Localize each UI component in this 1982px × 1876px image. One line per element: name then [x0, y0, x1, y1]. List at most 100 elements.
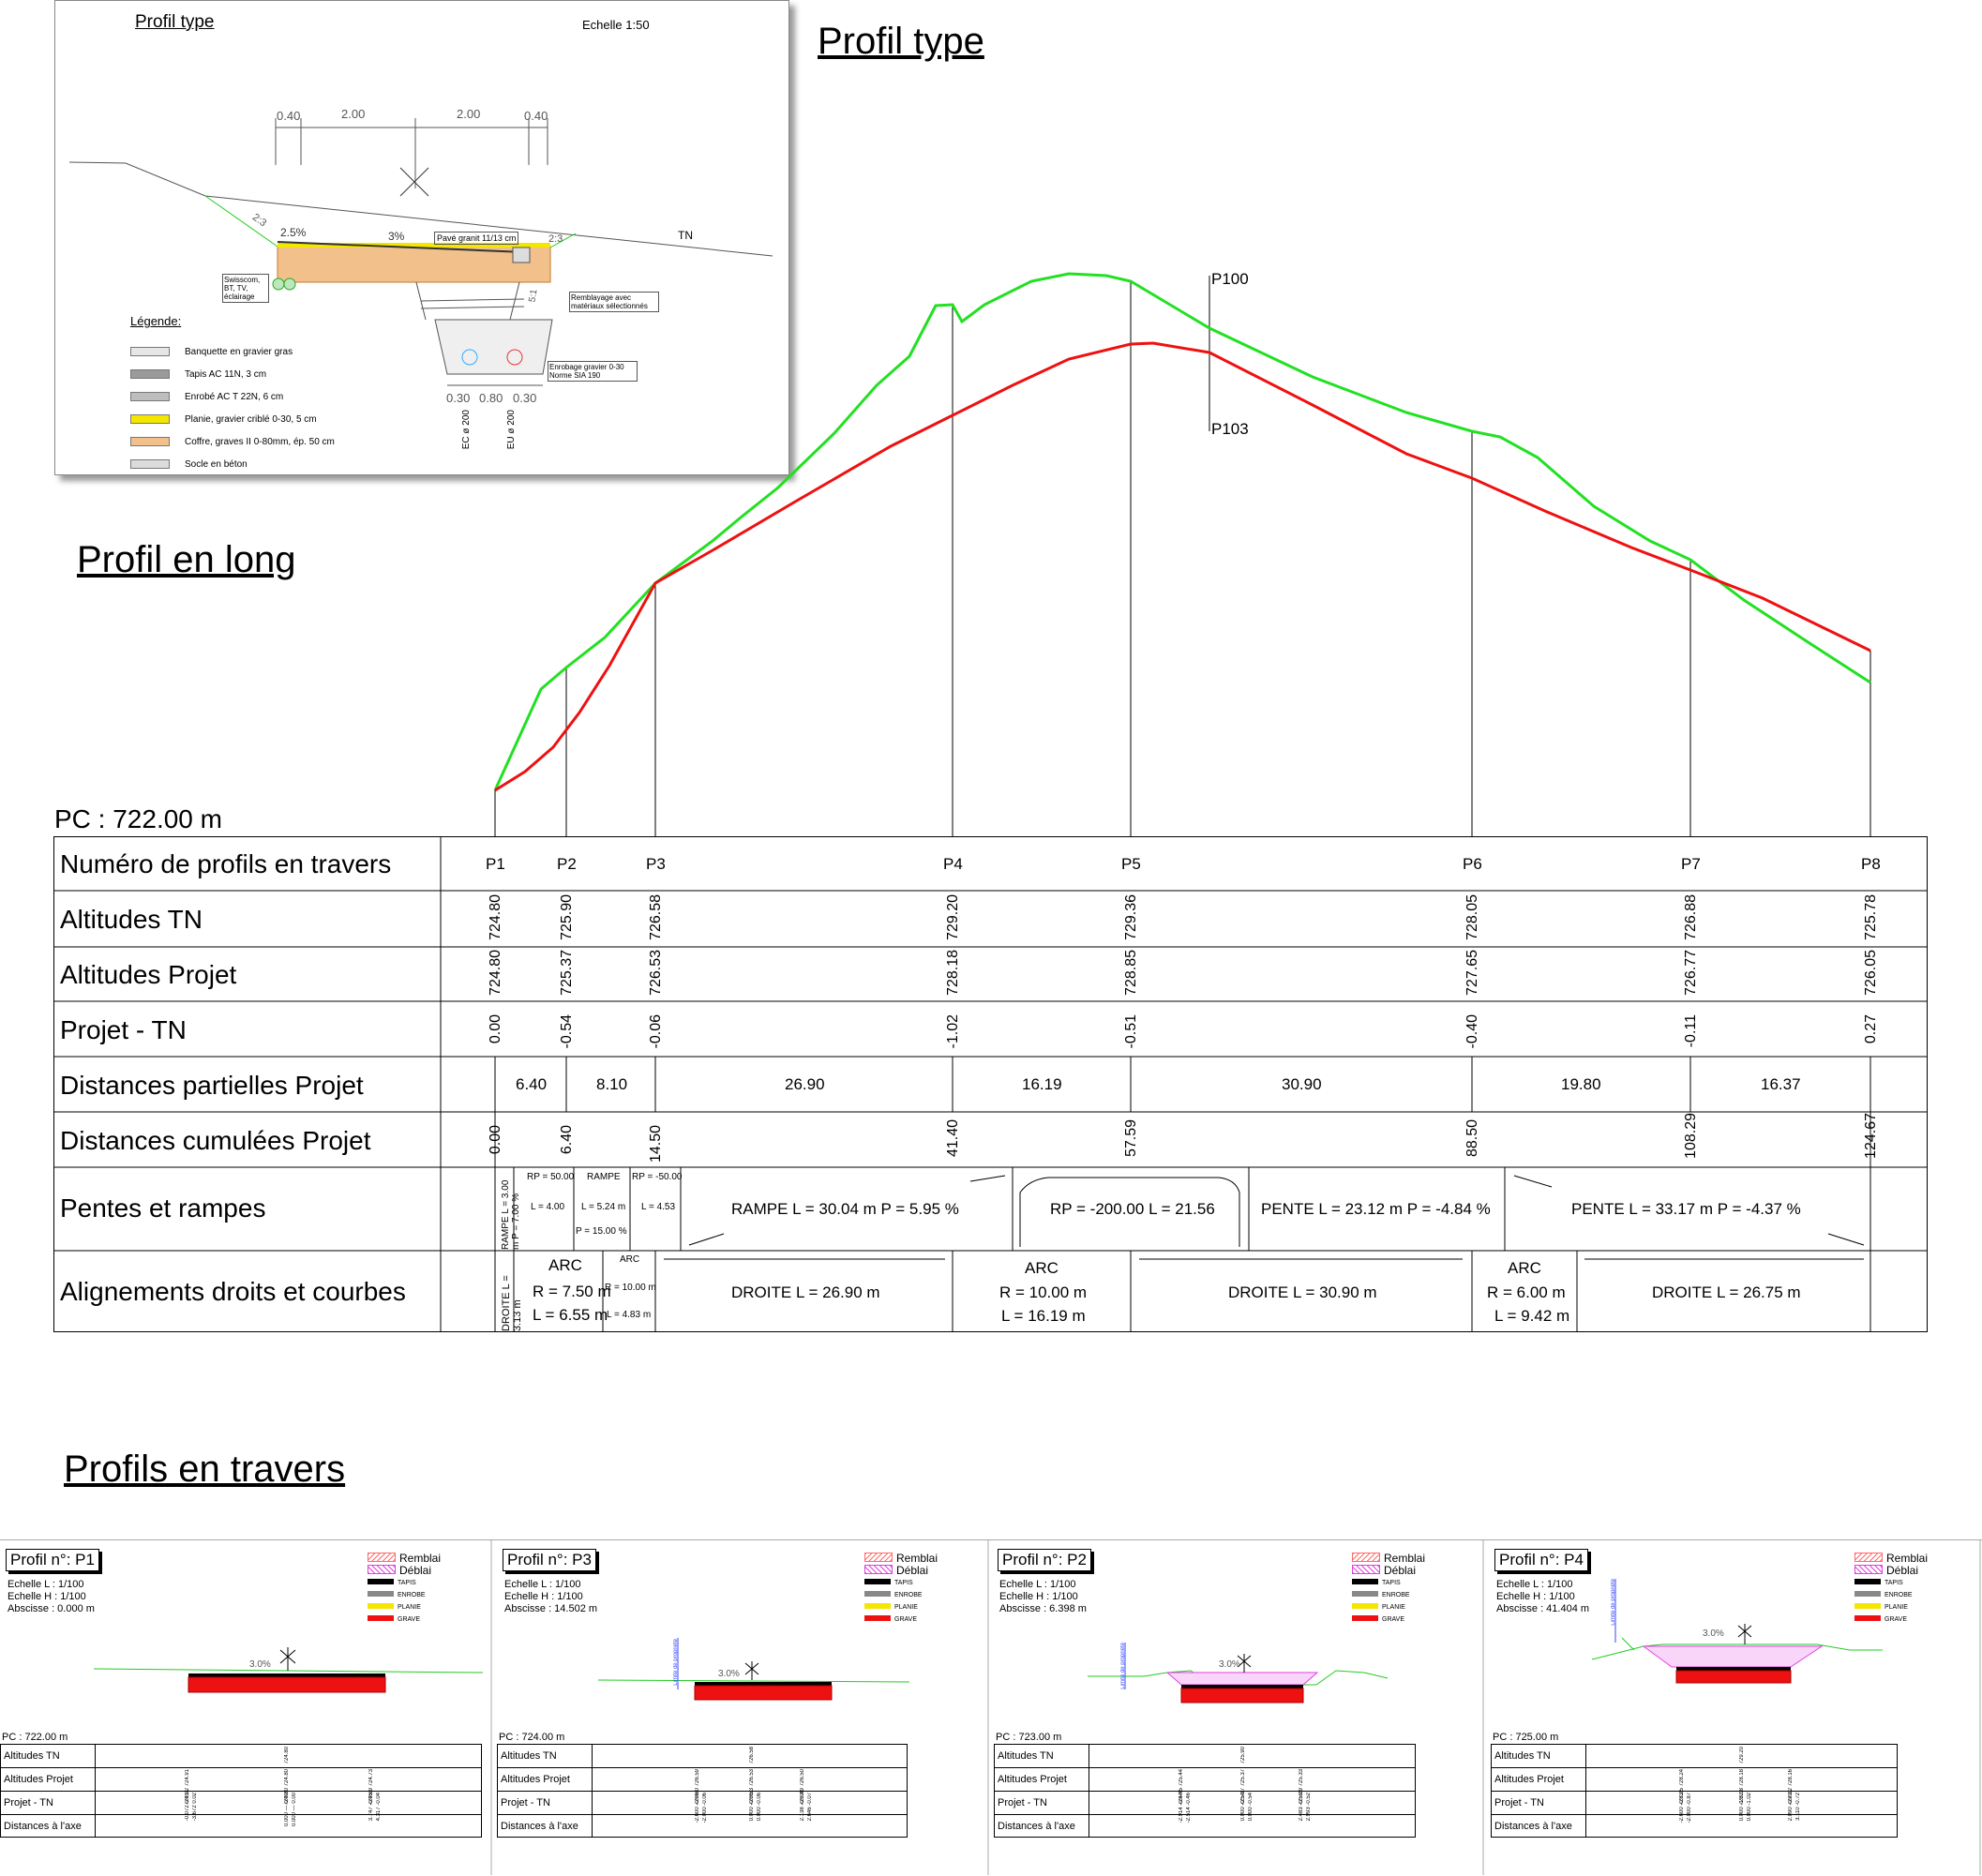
profil-type-legend: Banquette en gravier gras Tapis AC 11N, …: [130, 340, 412, 475]
legend-swatch: [864, 1603, 891, 1609]
abscisse: Abscisse : 41.404 m: [1496, 1603, 1590, 1614]
panel-pc: PC : 725.00 m: [1493, 1732, 1559, 1743]
legend-deblai: Déblai: [864, 1565, 938, 1577]
table-row-divider: [1, 1767, 481, 1768]
pente-l400: L = 4.00: [531, 1202, 565, 1212]
legend-item: Coffre, graves II 0-80mm, ép. 50 cm: [130, 430, 412, 453]
paving-label: Pavé granit 11/13 cm: [434, 232, 519, 245]
legend-swatch: [1854, 1591, 1881, 1597]
panel-title: Profil n°: P1: [6, 1549, 99, 1571]
ptn-value: 2.090 -0.79: [1788, 1793, 1794, 1822]
projet-tn-value: 0.27: [1863, 1014, 1879, 1044]
legend-deblai: Déblai: [368, 1565, 441, 1577]
legend-planie: PLANIE: [1352, 1601, 1425, 1613]
legend-planie: PLANIE: [1854, 1601, 1928, 1613]
legend-swatch: [368, 1579, 394, 1584]
alt-tn-value: 729.36: [1123, 894, 1139, 940]
tn-line: [493, 272, 1871, 791]
alt-projet-value: 728.18: [945, 950, 961, 996]
legend-planie: PLANIE: [864, 1601, 938, 1613]
dim-bottom-2: 0.80: [479, 391, 503, 405]
marker-p103: P103: [1211, 420, 1249, 438]
dim-bottom-3: 0.30: [513, 391, 537, 405]
abscisse: Abscisse : 6.398 m: [999, 1603, 1087, 1614]
slope-right: 2:3: [548, 233, 563, 245]
section-drawing: [1591, 1579, 1883, 1684]
projet-tn-value: -0.06: [648, 1014, 664, 1049]
ptn-value: 0.000 -1.02: [1739, 1793, 1745, 1822]
legend-swatch: [1352, 1591, 1378, 1597]
legend-swatch: [864, 1579, 891, 1584]
panel-title: Profil n°: P3: [503, 1549, 596, 1571]
profil-long-title: Profil en long: [77, 539, 296, 580]
panel-title: Profil n°: P4: [1494, 1549, 1588, 1571]
echelle-l: Echelle L : 1/100: [504, 1579, 581, 1590]
table-grid: [53, 836, 1928, 1332]
dist-value: 0.000 -0.06: [757, 1793, 762, 1822]
align-arc-2: ARC: [620, 1254, 640, 1265]
table-row-divider: [498, 1791, 907, 1792]
alt-projet-value: 727.65: [1464, 950, 1480, 996]
pente-rampe-small: RAMPE: [587, 1172, 621, 1182]
echelle-h: Echelle H : 1/100: [1496, 1591, 1575, 1602]
dist-partielle: 8.10: [596, 1075, 628, 1093]
legend-planie: PLANIE: [368, 1601, 441, 1613]
align-arc3-l: L = 16.19 m: [1001, 1307, 1086, 1325]
panel-legend: Remblai Déblai TAPIS ENROBE PLANIE GRAVE: [1352, 1553, 1425, 1626]
dist-cumulee: 6.40: [559, 1125, 575, 1155]
align-droite1: DROITE L = 26.90 m: [731, 1283, 880, 1301]
tn-value: 724.80: [284, 1747, 290, 1764]
ptn-value: 0.000 — 0.00: [284, 1793, 290, 1827]
row-label: Altitudes Projet: [501, 1774, 570, 1785]
ptn-value: 2.138 -0.03: [800, 1793, 805, 1822]
section-drawing: [1088, 1643, 1389, 1703]
pente-l524: L = 5.24 m: [581, 1202, 626, 1212]
slope-label: 3.0%: [1703, 1628, 1724, 1639]
legend-swatch: [130, 414, 170, 424]
panel-pc: PC : 722.00 m: [2, 1732, 68, 1743]
legend-item: Enrobé AC T 22N, 6 cm: [130, 385, 412, 408]
legend-swatch: [368, 1615, 394, 1621]
abscisse: Abscisse : 0.000 m: [8, 1603, 95, 1614]
align-arc1-l: L = 6.55 m: [533, 1306, 608, 1324]
travers-panel-p2: Profil n°: P2 Echelle L : 1/100 Echelle …: [994, 1539, 1483, 1875]
ptn-value: -2.914 -0.44: [1179, 1793, 1184, 1823]
align-droite-vertical: DROITE L = 3.13 m: [501, 1275, 523, 1331]
legend-swatch: [130, 437, 170, 446]
row-label-projet-tn: Projet - TN: [60, 1015, 187, 1044]
align-droite2: DROITE L = 30.90 m: [1228, 1283, 1377, 1301]
projet-tn-value: -0.40: [1464, 1014, 1480, 1049]
row-label: Altitudes TN: [998, 1750, 1054, 1762]
pente-pente1: PENTE L = 23.12 m P = -4.84 %: [1261, 1200, 1491, 1218]
legend-enrobe: ENROBE: [864, 1589, 938, 1601]
legend-swatch: [368, 1591, 394, 1597]
legend-swatch: [1352, 1579, 1378, 1584]
projet-tn-value: 0.00: [488, 1014, 503, 1044]
alt-tn-value: 725.90: [559, 894, 575, 940]
legend-remblai: Remblai: [1854, 1553, 1928, 1565]
table-row-divider: [1, 1814, 481, 1815]
profile-number: P2: [557, 855, 577, 873]
table-row-divider: [995, 1814, 1415, 1815]
align-arc-4: ARC: [1508, 1259, 1541, 1277]
projet-tn-value: -0.54: [559, 1014, 575, 1049]
section-drawing: [597, 1638, 910, 1701]
alt-tn-value: 724.80: [488, 894, 503, 940]
legend-tapis: TAPIS: [1854, 1577, 1928, 1589]
table-row-divider: [1492, 1791, 1897, 1792]
profile-number: P5: [1121, 855, 1141, 873]
echelle-h: Echelle H : 1/100: [504, 1591, 583, 1602]
travers-panel-p3: Profil n°: P3 Echelle L : 1/100 Echelle …: [497, 1539, 988, 1875]
profil-long-table: [53, 836, 1928, 1332]
swisscom-label: Swisscom, BT, TV, éclairage: [222, 274, 269, 303]
row-label: Projet - TN: [4, 1797, 53, 1808]
align-arc1-r: R = 7.50 m: [533, 1283, 611, 1300]
panel-legend: Remblai Déblai TAPIS ENROBE PLANIE GRAVE: [368, 1553, 441, 1626]
panel-pc: PC : 724.00 m: [499, 1732, 565, 1743]
legend-grave: GRAVE: [1854, 1613, 1928, 1626]
legend-remblai: Remblai: [368, 1553, 441, 1565]
inset-scale: Echelle 1:50: [582, 18, 650, 32]
legend-swatch: [864, 1565, 893, 1574]
pente-p1-vertical: RAMPE L = 3.00 m P = 7.00 %: [501, 1179, 521, 1250]
dist-value: 3.110 -0.72: [1795, 1793, 1801, 1821]
